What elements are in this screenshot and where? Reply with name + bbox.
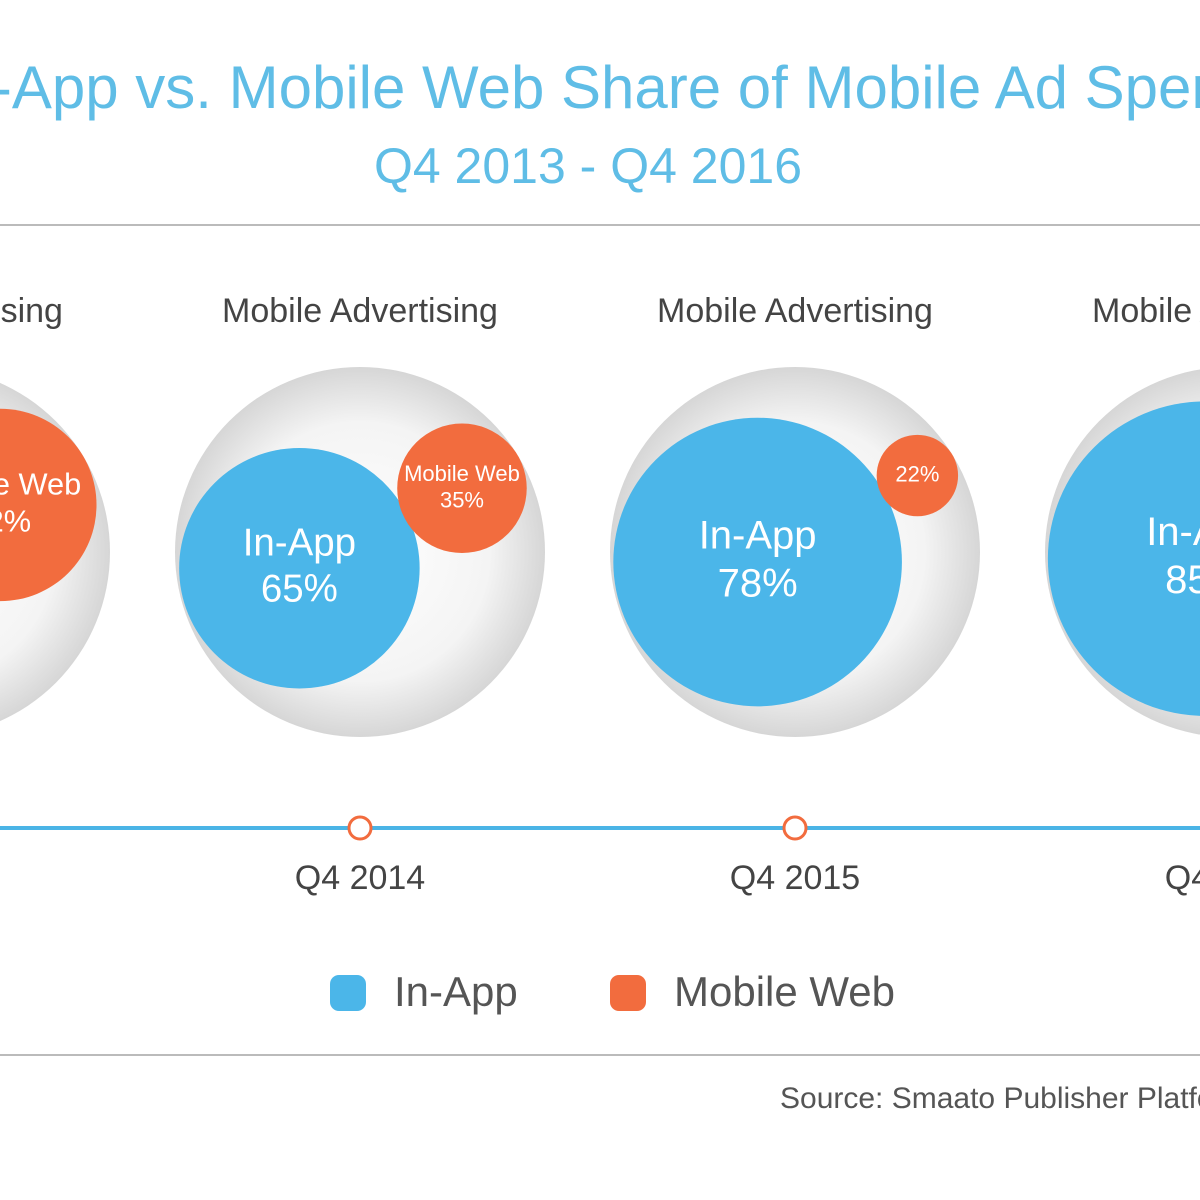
legend-swatch <box>610 975 646 1011</box>
bubble-name: In-App <box>699 514 817 558</box>
source: Source: Smaato Publisher Platform <box>780 1082 1200 1115</box>
timeline-dot <box>782 815 808 841</box>
bubble-name: In-App <box>1146 510 1200 554</box>
bubble <box>876 434 959 517</box>
bubble-name: Mobile Web <box>404 461 520 486</box>
group-label: Mobile Advertising <box>1092 292 1200 330</box>
legend-swatch <box>330 975 366 1011</box>
value-label: 22% <box>895 461 939 486</box>
chart-subtitle: Q4 2013 - Q4 2016 <box>374 138 802 194</box>
value-label: 52% <box>0 504 31 539</box>
x-tick-label: Q4 2016 <box>1165 859 1200 897</box>
bubble-name: Mobile Web <box>0 467 81 502</box>
x-tick-label: Q4 2015 <box>730 859 860 897</box>
bubble <box>179 447 420 689</box>
legend-label: In-App <box>394 968 518 1015</box>
group-label: Mobile Advertising <box>657 292 933 330</box>
value-label: 85% <box>1165 558 1200 602</box>
legend-label: Mobile Web <box>674 968 895 1015</box>
bubble <box>0 408 97 602</box>
group-label: Mobile Advertising <box>222 292 498 330</box>
bubble <box>397 423 527 554</box>
timeline-dot <box>347 815 373 841</box>
value-label: 78% <box>718 562 798 606</box>
value-label: 35% <box>440 487 484 512</box>
group-label: Mobile Advertising <box>0 292 63 330</box>
bubble-name: In-App <box>243 521 356 564</box>
x-tick-label: Q4 2014 <box>295 859 425 897</box>
bubble <box>613 417 902 707</box>
chart-title: In-App vs. Mobile Web Share of Mobile Ad… <box>0 54 1200 121</box>
bubble <box>1047 401 1200 716</box>
value-label: 65% <box>261 568 338 611</box>
